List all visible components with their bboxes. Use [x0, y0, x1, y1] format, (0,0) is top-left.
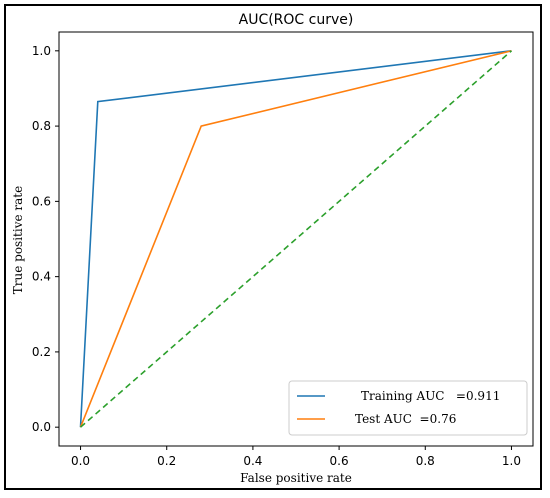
- y-tick-label: 0.2: [32, 345, 51, 359]
- chart-title: AUC(ROC curve): [239, 12, 354, 28]
- legend-box: [288, 380, 528, 436]
- y-axis-ticks: 0.0 0.2 0.4 0.6 0.8 1.0: [32, 44, 59, 434]
- x-axis-ticks: 0.0 0.2 0.4 0.6 0.8 1.0: [71, 446, 521, 468]
- x-tick-label: 0.2: [157, 454, 176, 468]
- y-tick-label: 0.4: [32, 270, 51, 284]
- chance-diagonal-line: [79, 50, 513, 428]
- x-tick-label: 0.6: [330, 454, 349, 468]
- x-tick-label: 0.4: [243, 454, 262, 468]
- x-axis-label: False positive rate: [240, 471, 352, 485]
- y-tick-label: 0.6: [32, 194, 51, 208]
- y-axis-label: True positive rate: [11, 186, 25, 294]
- legend-label-training: Training AUC =0.911: [361, 389, 500, 403]
- series-layer: [79, 50, 513, 428]
- x-tick-label: 0.8: [416, 454, 435, 468]
- y-tick-label: 1.0: [32, 44, 51, 58]
- plot-area: [58, 31, 534, 447]
- legend: Training AUC =0.911 Test AUC =0.76: [288, 380, 528, 436]
- y-tick-label: 0.0: [32, 420, 51, 434]
- x-tick-label: 0.0: [71, 454, 90, 468]
- legend-label-test: Test AUC =0.76: [355, 412, 456, 426]
- x-tick-label: 1.0: [502, 454, 521, 468]
- y-tick-label: 0.8: [32, 119, 51, 133]
- training-roc-line: [79, 50, 512, 428]
- test-roc-line: [79, 50, 512, 428]
